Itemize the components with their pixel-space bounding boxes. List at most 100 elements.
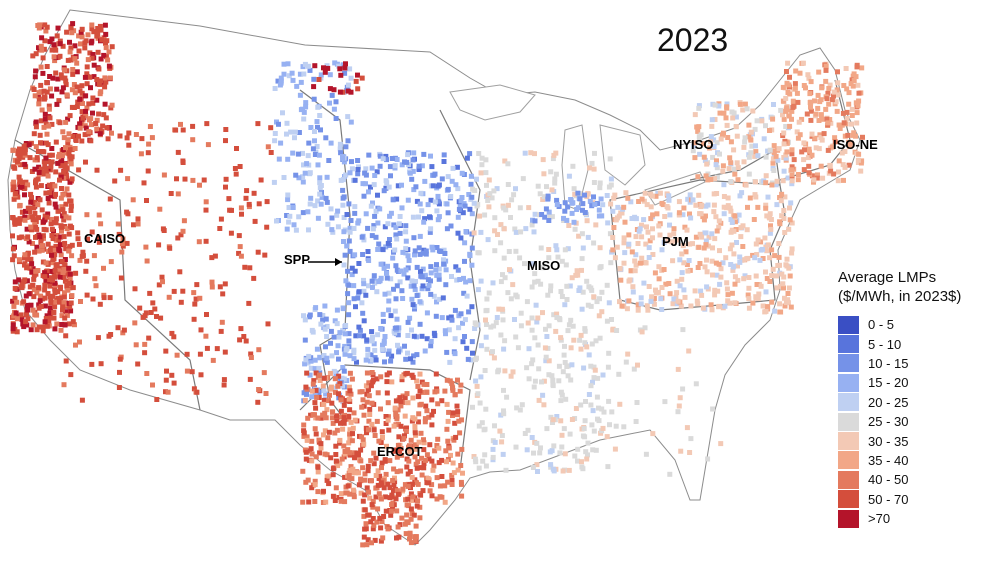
- lmp-cell: [531, 229, 537, 235]
- lmp-cell: [340, 328, 346, 334]
- lmp-cell: [272, 138, 278, 144]
- lmp-cell: [490, 454, 496, 460]
- lmp-cell: [98, 56, 104, 62]
- lmp-cell: [385, 240, 391, 246]
- lmp-cell: [66, 151, 72, 157]
- lmp-cell: [395, 442, 401, 448]
- lmp-cell: [411, 150, 417, 156]
- lmp-cell: [400, 486, 406, 492]
- lmp-cell: [783, 300, 789, 306]
- lmp-cell: [817, 132, 823, 138]
- lmp-cell: [700, 214, 706, 220]
- lmp-cell: [493, 320, 499, 326]
- lmp-cell: [548, 283, 554, 289]
- lmp-cell: [217, 284, 223, 290]
- lmp-cell: [337, 89, 343, 95]
- lmp-cell: [360, 465, 366, 471]
- lmp-cell: [455, 409, 461, 415]
- lmp-cell: [169, 330, 175, 336]
- lmp-cell: [560, 369, 566, 375]
- lmp-cell: [405, 496, 411, 502]
- lmp-cell: [405, 333, 411, 338]
- lmp-cell: [399, 162, 405, 168]
- lmp-cell: [589, 341, 595, 347]
- lmp-cell: [268, 150, 274, 155]
- lmp-cell: [98, 89, 104, 95]
- lmp-cell: [659, 307, 665, 312]
- lmp-cell: [214, 346, 220, 352]
- lmp-cell: [419, 163, 425, 169]
- lmp-cell: [787, 273, 793, 279]
- lmp-cell: [589, 160, 595, 166]
- lmp-cell: [65, 57, 71, 63]
- lmp-cell: [86, 101, 92, 107]
- lmp-cell: [38, 43, 44, 49]
- lmp-cell: [74, 69, 80, 75]
- lmp-cell: [63, 278, 69, 284]
- lmp-cell: [226, 196, 232, 202]
- lmp-cell: [686, 348, 692, 354]
- lmp-cell: [369, 165, 375, 171]
- lmp-cell: [460, 339, 466, 345]
- lmp-cell: [341, 368, 347, 374]
- lmp-cell: [635, 302, 641, 308]
- lmp-cell: [718, 136, 724, 142]
- lmp-cell: [442, 328, 448, 334]
- lmp-cell: [553, 328, 559, 334]
- lmp-cell: [83, 93, 89, 99]
- lmp-cell: [633, 252, 639, 258]
- lmp-cell: [414, 465, 420, 471]
- lmp-cell: [439, 398, 445, 404]
- lmp-cell: [313, 305, 319, 311]
- lmp-cell: [403, 229, 409, 235]
- lmp-cell: [536, 366, 542, 372]
- lmp-cell: [330, 472, 336, 478]
- lmp-cell: [33, 271, 39, 277]
- lmp-cell: [79, 138, 85, 144]
- lmp-cell: [11, 164, 17, 170]
- lmp-cell: [540, 310, 545, 316]
- lmp-cell: [753, 273, 759, 279]
- lmp-cell: [561, 215, 566, 221]
- lmp-cell: [218, 328, 224, 334]
- lmp-cell: [109, 130, 114, 136]
- lmp-cell: [724, 104, 730, 110]
- lmp-cell: [837, 126, 843, 131]
- lmp-cell: [24, 226, 30, 232]
- lmp-cell: [718, 274, 724, 280]
- lmp-cell: [386, 298, 392, 304]
- lmp-cell: [89, 55, 95, 61]
- lmp-cell: [154, 314, 159, 319]
- lmp-cell: [178, 299, 184, 305]
- lmp-cell: [256, 387, 262, 392]
- lmp-cell: [812, 98, 817, 104]
- lmp-cell: [144, 198, 149, 203]
- lmp-cell: [444, 401, 450, 407]
- lmp-cell: [363, 526, 369, 532]
- lmp-cell: [754, 118, 760, 124]
- lmp-cell: [67, 304, 73, 310]
- lmp-cell: [351, 226, 357, 231]
- lmp-cell: [479, 420, 485, 426]
- lmp-cell: [68, 308, 74, 314]
- lmp-cell: [430, 467, 436, 473]
- lmp-cell: [768, 223, 773, 229]
- lmp-cell: [42, 319, 48, 325]
- lmp-cell: [312, 138, 317, 144]
- lmp-cell: [494, 186, 500, 192]
- lmp-cell: [856, 98, 862, 104]
- lmp-cell: [274, 218, 279, 224]
- lmp-cell: [57, 242, 63, 248]
- lmp-cell: [52, 58, 58, 64]
- lmp-cell: [24, 322, 30, 328]
- lmp-cell: [845, 132, 851, 138]
- lmp-cell: [339, 456, 345, 462]
- lmp-cell: [574, 207, 580, 212]
- lmp-cell: [563, 262, 569, 268]
- lmp-cell: [325, 65, 331, 71]
- lmp-cell: [448, 223, 454, 229]
- lmp-cell: [371, 182, 377, 188]
- lmp-cell: [682, 294, 688, 300]
- lmp-cell: [735, 277, 741, 283]
- lmp-cell: [50, 75, 56, 81]
